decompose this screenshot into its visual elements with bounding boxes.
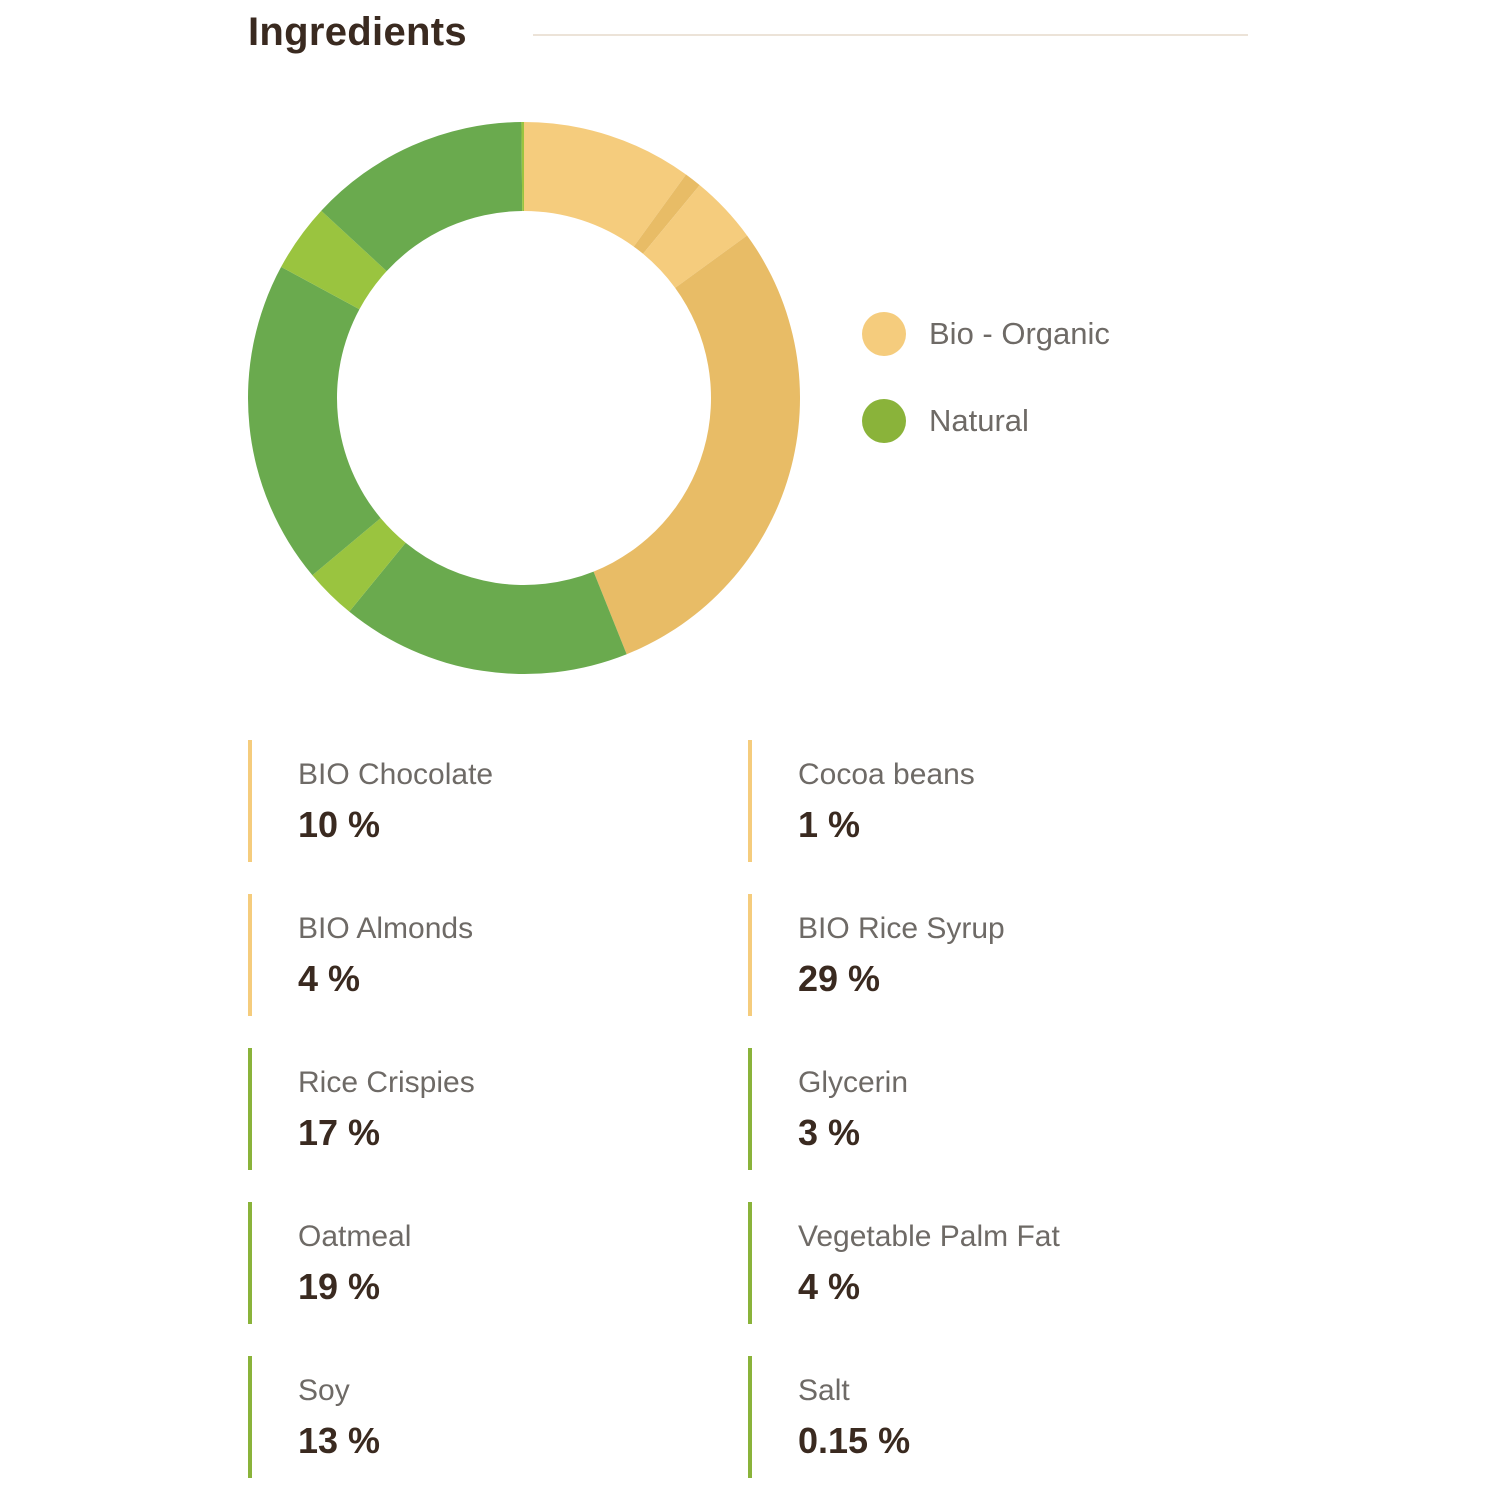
ingredient-name: BIO Chocolate — [298, 758, 494, 791]
ingredient-name: Oatmeal — [298, 1220, 412, 1253]
ingredient-percent: 29 % — [798, 958, 881, 999]
ingredient-card: BIO Chocolate 10 % — [248, 740, 692, 862]
ingredient-name: Cocoa beans — [798, 758, 975, 791]
ingredient-name: Salt — [798, 1374, 850, 1407]
donut-slice-vegetable-palm-fat — [281, 210, 387, 310]
page-title: Ingredients — [248, 10, 467, 54]
donut-slice-oatmeal — [248, 266, 381, 576]
ingredient-percent: 13 % — [298, 1420, 381, 1461]
ingredient-card: BIO Rice Syrup 29 % — [748, 894, 1192, 1016]
ingredient-percent: 1 % — [798, 804, 861, 845]
ingredient-name: Soy — [298, 1374, 350, 1407]
ingredient-card: Salt 0.15 % — [748, 1356, 1192, 1478]
ingredient-name: Glycerin — [798, 1066, 909, 1099]
ingredient-percent: 3 % — [798, 1112, 861, 1153]
ingredient-percent: 4 % — [298, 958, 361, 999]
ingredient-card: Cocoa beans 1 % — [748, 740, 1192, 862]
legend-label-natural: Natural — [929, 403, 1029, 438]
ingredient-name: BIO Almonds — [298, 912, 474, 945]
donut-slice-bio-rice-syrup — [593, 235, 800, 655]
section-header: Ingredients — [248, 10, 1248, 62]
ingredient-percent: 0.15 % — [798, 1420, 911, 1461]
donut-slice-cocoa-beans — [633, 174, 700, 254]
ingredient-card: Soy 13 % — [248, 1356, 692, 1478]
donut-slice-bio-almonds — [643, 185, 748, 288]
legend-swatch-bio-organic — [862, 312, 906, 356]
ingredients-donut-chart — [248, 122, 800, 674]
donut-slice-rice-crispies — [349, 542, 627, 674]
ingredient-name: Vegetable Palm Fat — [798, 1220, 1060, 1253]
header-divider — [533, 34, 1248, 36]
ingredient-name: BIO Rice Syrup — [798, 912, 1005, 945]
ingredient-name: Rice Crispies — [298, 1066, 475, 1099]
ingredient-percent: 4 % — [798, 1266, 861, 1307]
legend-swatch-natural — [862, 399, 906, 443]
donut-slice-salt — [521, 122, 524, 212]
ingredient-card: Glycerin 3 % — [748, 1048, 1192, 1170]
donut-slice-bio-chocolate — [524, 122, 687, 247]
ingredient-card: BIO Almonds 4 % — [248, 894, 692, 1016]
ingredient-card: Vegetable Palm Fat 4 % — [748, 1202, 1192, 1324]
ingredient-percent: 17 % — [298, 1112, 381, 1153]
ingredient-card: Rice Crispies 17 % — [248, 1048, 692, 1170]
ingredient-percent: 10 % — [298, 804, 381, 845]
legend-label-bio-organic: Bio - Organic — [929, 316, 1110, 351]
ingredient-card: Oatmeal 19 % — [248, 1202, 692, 1324]
donut-slice-soy — [321, 122, 523, 272]
donut-slice-glycerin — [312, 518, 406, 612]
ingredient-percent: 19 % — [298, 1266, 381, 1307]
